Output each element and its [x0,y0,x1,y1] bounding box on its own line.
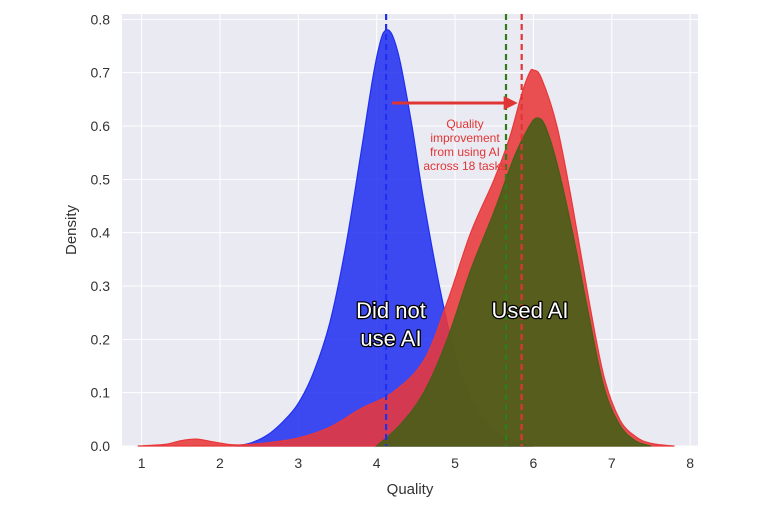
x-tick-label: 4 [373,455,381,471]
y-tick-label: 0.7 [91,65,111,81]
y-axis-title: Density [63,204,80,255]
x-tick-label: 1 [138,455,146,471]
annotation-line: improvement [430,131,500,145]
annotation-line: from using AI [430,145,500,159]
x-axis-title: Quality [387,481,434,498]
x-tick-label: 5 [451,455,459,471]
y-tick-label: 0.0 [91,438,111,454]
x-tick-label: 3 [294,455,302,471]
improvement-arrow-head [503,96,518,110]
x-tick-label: 2 [216,455,224,471]
y-tick-label: 0.1 [91,385,111,401]
y-tick-label: 0.2 [91,331,111,347]
label-did-not-use-ai: Did not [356,298,426,323]
x-tick-label: 6 [530,455,538,471]
density-area-ai-green [375,117,652,447]
x-tick-label: 8 [686,455,694,471]
label-did-not-use-ai: use AI [360,326,421,351]
y-tick-label: 0.5 [91,171,111,187]
annotation-line: across 18 tasks [423,159,506,173]
x-tick-label: 7 [608,455,616,471]
y-tick-label: 0.4 [91,225,111,241]
y-tick-label: 0.8 [91,11,111,27]
y-tick-label: 0.6 [91,118,111,134]
annotation-line: Quality [446,117,483,131]
y-tick-label: 0.3 [91,278,111,294]
label-used-ai: Used AI [491,298,568,323]
